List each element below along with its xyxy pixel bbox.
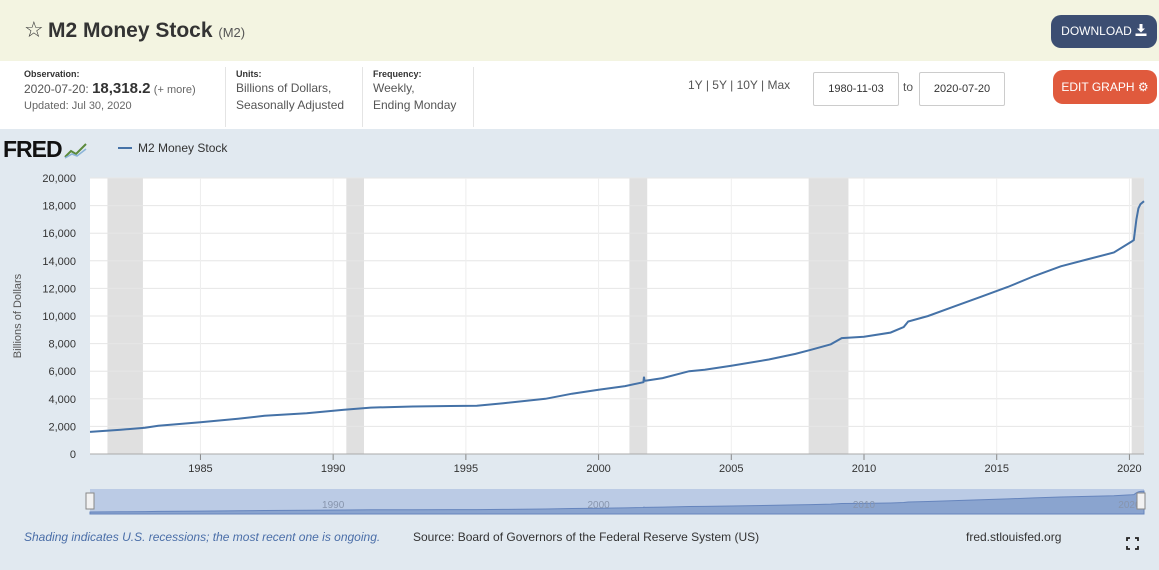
series-code: (M2) [218,25,246,40]
series-title: M2 Money Stock [48,19,213,42]
navigator-right-handle[interactable] [1136,492,1146,510]
range-max[interactable]: Max [767,78,791,92]
y-tick-label: 18,000 [42,201,76,213]
frequency-line2: Ending Monday [373,98,457,112]
y-tick-label: 2,000 [48,421,76,433]
observation-value: 18,318.2 [92,80,151,97]
y-axis-ticks: 0 2,000 4,000 6,000 8,000 10,000 12,000 14,000 1… [42,173,76,461]
observation-label: Observation: [24,69,80,79]
series-line-m2[interactable] [89,200,1145,433]
navigator-tick-label: 1990 [322,500,345,511]
range-separator: | [730,78,734,92]
x-tick-label: 1995 [454,463,478,475]
to-label: to [903,80,914,94]
fred-logo: FRED [3,136,88,162]
x-tick-label: 2000 [586,463,610,475]
navigator-series-area [89,490,1145,515]
observation-date: 2020-07-20: [24,82,89,96]
download-button[interactable]: DOWNLOAD [1051,15,1157,48]
frequency-block: Frequency: Weekly, Ending Monday [373,68,473,126]
edit-graph-label: EDIT GRAPH [1061,80,1135,94]
navigator-left-handle[interactable] [85,492,95,510]
fred-logo-text: FRED [3,136,63,162]
page-title: M2 Money Stock (M2) [48,17,245,47]
download-label: DOWNLOAD [1061,24,1132,38]
recession-note: Shading indicates U.S. recessions; the m… [24,530,381,544]
range-navigator[interactable]: 1990 2000 2010 2020 [85,489,1146,515]
frequency-line1: Weekly, [373,81,415,95]
range-1y[interactable]: 1Y [688,78,703,92]
legend-swatch [118,147,132,149]
navigator-tick-label: 2020 [1118,500,1141,511]
x-tick-label: 2015 [984,463,1008,475]
start-date-input[interactable]: 1980-11-03 [813,72,899,106]
edit-graph-button[interactable]: EDIT GRAPH ⚙ [1053,70,1157,104]
chart-svg: 0 2,000 4,000 6,000 8,000 10,000 12,000 14,000 1… [12,173,1146,515]
range-10y[interactable]: 10Y [736,78,758,92]
updated-date: Updated: Jul 30, 2020 [24,100,132,112]
units-line2: Seasonally Adjusted [236,98,345,112]
y-tick-label: 4,000 [48,394,76,406]
end-date-input[interactable]: 2020-07-20 [919,72,1005,106]
navigator-tick-label: 2000 [587,500,610,511]
navigator-tick-label: 2010 [853,500,876,511]
observation-block: Observation: 2020-07-20: 18,318.2 (+ mor… [24,68,224,126]
y-tick-label: 0 [70,449,76,461]
units-label: Units: [236,69,262,79]
header-bar: ☆ M2 Money Stock (M2) DOWNLOAD [0,0,1159,61]
x-tick-label: 2010 [852,463,876,475]
gridlines [90,177,1144,455]
separator [362,67,363,127]
range-5y[interactable]: 5Y [712,78,727,92]
y-tick-label: 12,000 [42,283,76,295]
source-text: Source: Board of Governors of the Federa… [413,530,760,544]
y-tick-label: 6,000 [48,366,76,378]
y-tick-label: 20,000 [42,173,76,185]
navigator-ticks: 1990 2000 2010 2020 [322,500,1141,511]
fullscreen-icon[interactable] [1126,537,1139,550]
separator [473,67,474,127]
units-line1: Billions of Dollars, [236,81,332,95]
x-tick-label: 2020 [1117,463,1141,475]
y-tick-label: 10,000 [42,311,76,323]
y-axis-label: Billions of Dollars [12,273,24,358]
x-tick-label: 2005 [719,463,743,475]
legend-series-name: M2 Money Stock [138,141,228,155]
separator [225,67,226,127]
fred-url[interactable]: fred.stlouisfed.org [966,530,1062,544]
x-tick-label: 1990 [321,463,345,475]
chart-legend: M2 Money Stock [118,141,227,155]
gear-icon: ⚙ [1137,80,1149,94]
y-tick-label: 8,000 [48,339,76,351]
range-separator: | [761,78,765,92]
y-tick-label: 14,000 [42,256,76,268]
x-axis-ticks: 1985 1990 1995 2000 2005 2010 2015 2020 [90,453,1144,475]
range-selector: 1Y | 5Y | 10Y | Max [688,78,790,92]
y-tick-label: 16,000 [42,228,76,240]
frequency-label: Frequency: [373,69,422,79]
units-block: Units: Billions of Dollars, Seasonally A… [236,68,360,126]
more-link[interactable]: (+ more) [153,84,196,96]
range-separator: | [705,78,709,92]
x-tick-label: 1985 [188,463,212,475]
fred-logo-icon [63,143,87,159]
favorite-star-icon[interactable]: ☆ [24,17,44,42]
download-icon [1135,24,1147,36]
